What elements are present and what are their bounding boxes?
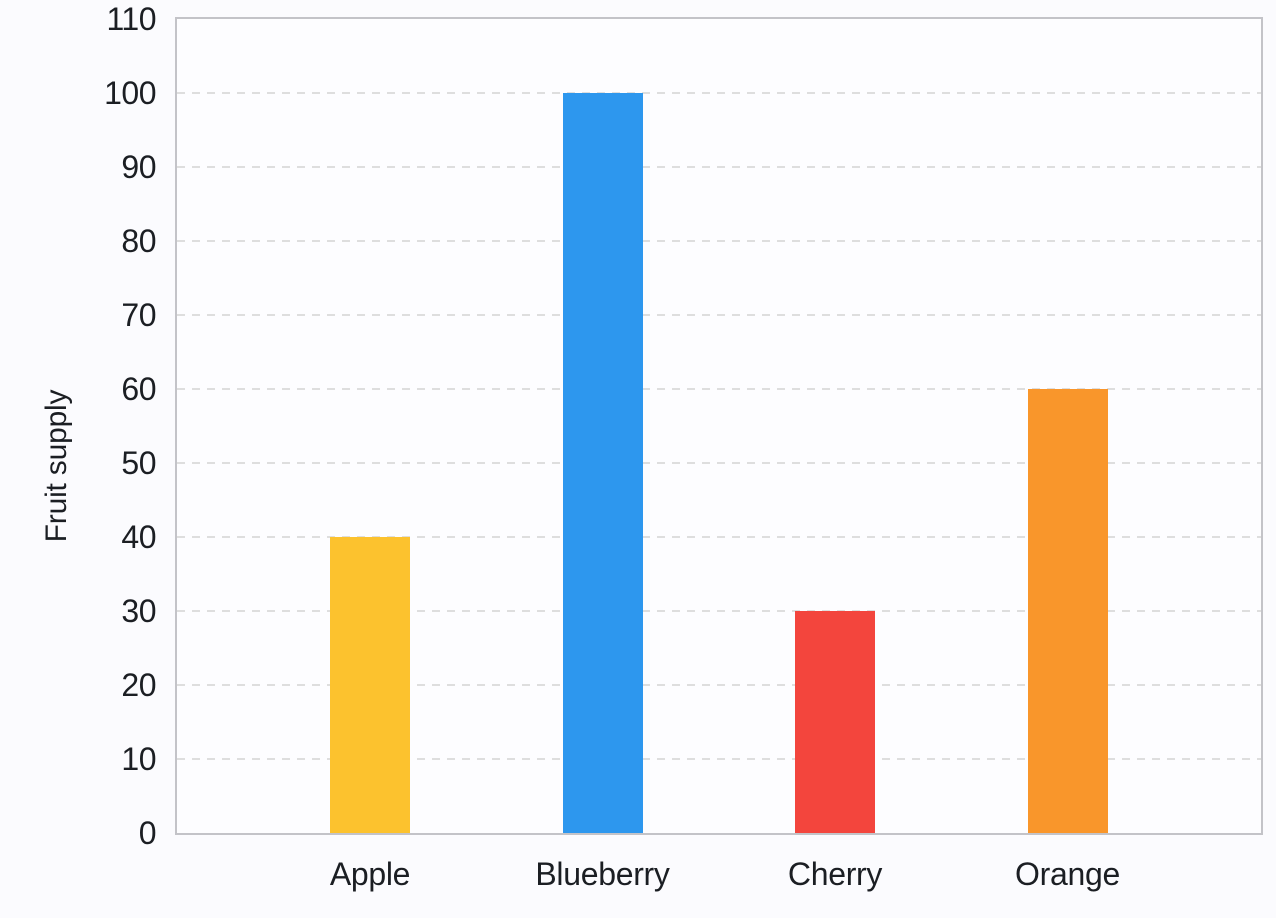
gridline: [177, 92, 1261, 94]
gridline: [177, 166, 1261, 168]
y-tick-label: 30: [121, 593, 156, 629]
gridline: [177, 314, 1261, 316]
bar-blueberry: [562, 93, 643, 833]
y-tick-label: 90: [121, 149, 156, 185]
y-tick-label: 100: [104, 75, 156, 111]
y-tick-label: 110: [106, 1, 156, 37]
y-tick-label: 70: [121, 297, 156, 333]
bar-apple: [330, 537, 410, 833]
x-axis-label-blueberry: Blueberry: [535, 856, 670, 892]
x-axis-label-orange: Orange: [1015, 856, 1120, 892]
bar-cherry: [795, 611, 875, 833]
y-tick-label: 0: [138, 815, 157, 851]
plot-area: [175, 17, 1263, 835]
y-tick-label: 20: [121, 667, 156, 703]
x-axis-label-cherry: Cherry: [787, 856, 883, 892]
y-tick-label: 50: [121, 445, 156, 481]
y-tick-label: 60: [121, 371, 156, 407]
x-axis-label-apple: Apple: [329, 856, 411, 892]
y-tick-label: 10: [121, 741, 156, 777]
bar-orange: [1027, 389, 1108, 833]
gridline: [177, 240, 1261, 242]
y-tick-label: 40: [121, 519, 156, 555]
y-tick-label: 80: [121, 223, 156, 259]
